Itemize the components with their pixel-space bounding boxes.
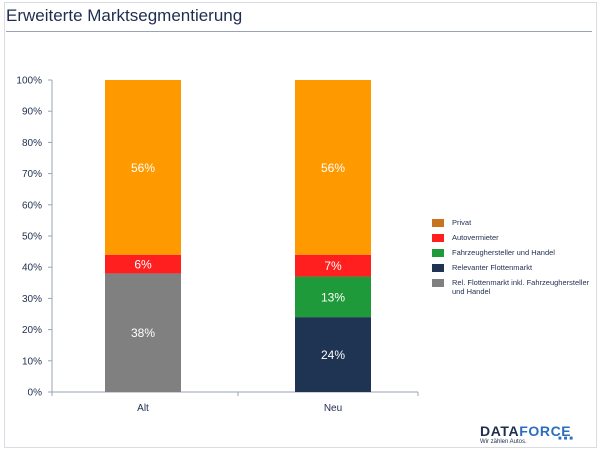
legend-label: Fahrzeughersteller und Handel — [452, 248, 555, 257]
bar-data-label: 38% — [131, 326, 155, 340]
bar-segment — [295, 317, 371, 392]
y-tick-label: 30% — [22, 294, 42, 305]
x-category-label: Alt — [137, 403, 149, 414]
y-tick-label: 20% — [22, 325, 42, 336]
legend-item: Autovermieter — [432, 233, 597, 242]
y-tick-label: 50% — [22, 232, 42, 243]
y-tick-label: 40% — [22, 263, 42, 274]
legend-item: Relevanter Flottenmarkt — [432, 263, 597, 272]
bar-data-label: 6% — [134, 258, 152, 272]
y-tick-label: 100% — [16, 76, 42, 87]
y-tick-label: 90% — [22, 107, 42, 118]
logo-wordmark: DATAFORCE — [480, 423, 572, 439]
legend-swatch — [432, 249, 444, 257]
legend-swatch — [432, 264, 444, 272]
legend-swatch — [432, 279, 444, 287]
legend-item: Privat — [432, 218, 597, 227]
chart-legend: Privat Autovermieter Fahrzeughersteller un… — [432, 218, 597, 302]
bar-data-label: 56% — [321, 161, 345, 175]
y-tick-label: 0% — [28, 388, 43, 399]
legend-label: Privat — [452, 218, 472, 227]
bar-segment — [105, 273, 181, 392]
bar-segment — [295, 80, 371, 255]
bar-segment — [295, 254, 371, 277]
logo-dots-icon: ■■■ — [558, 436, 575, 442]
bar-data-label: 56% — [131, 161, 155, 175]
y-tick-label: 60% — [22, 200, 42, 211]
x-category-label: Neu — [324, 403, 342, 414]
legend-label: Relevanter Flottenmarkt — [452, 263, 533, 272]
legend-item: Rel. Flottenmarkt inkl. Fahrzeugherstell… — [432, 278, 597, 296]
bar-data-label: 24% — [321, 348, 345, 362]
bar-data-label: 7% — [324, 259, 342, 273]
bar-segment — [105, 254, 181, 274]
legend-item: Fahrzeughersteller und Handel — [432, 248, 597, 257]
page-frame — [4, 2, 597, 448]
y-tick-label: 10% — [22, 356, 42, 367]
bar-segment — [105, 80, 181, 255]
dataforce-logo: DATAFORCE Wir zählen Autos. ■■■ — [480, 424, 580, 446]
logo-tagline: Wir zählen Autos. — [480, 439, 527, 445]
bar-segment — [295, 276, 371, 318]
bar-data-label: 13% — [321, 290, 345, 304]
chart-title: Erweiterte Marktsegmentierung — [6, 6, 243, 25]
legend-label: Autovermieter — [452, 233, 499, 242]
y-tick-label: 70% — [22, 169, 42, 180]
legend-swatch — [432, 219, 444, 227]
legend-label: Rel. Flottenmarkt inkl. Fahrzeugherstell… — [452, 278, 590, 296]
y-tick-label: 80% — [22, 138, 42, 149]
legend-swatch — [432, 234, 444, 242]
title-divider — [6, 31, 592, 32]
